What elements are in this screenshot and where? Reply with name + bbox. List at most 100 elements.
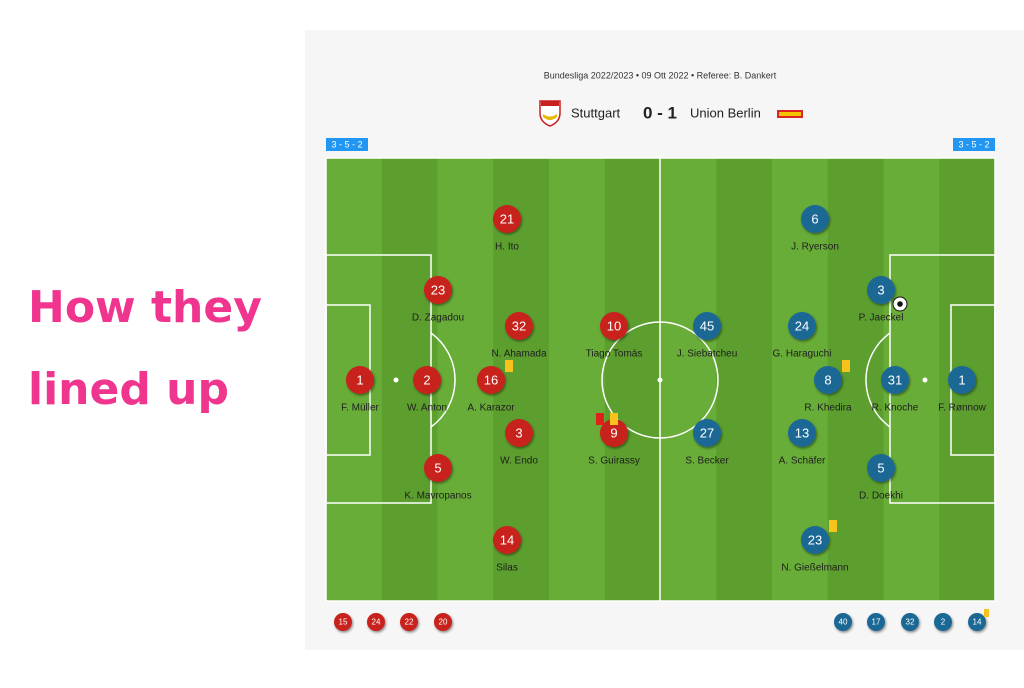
bench-marker	[968, 613, 986, 631]
player-marker	[493, 205, 521, 233]
player-marker	[788, 419, 816, 447]
player-name: H. Ito	[495, 242, 519, 253]
bench-number: 32	[906, 618, 915, 627]
player-name: F. Rønnow	[938, 403, 987, 414]
player-marker	[801, 205, 829, 233]
player-marker	[493, 526, 521, 554]
home-crest	[539, 100, 561, 127]
card	[829, 520, 837, 532]
player-number: 5	[434, 460, 441, 475]
away-formation: 3 - 5 - 2	[958, 139, 989, 149]
pitch-lines	[325, 157, 996, 602]
player-marker	[600, 312, 628, 340]
bench-number: 22	[405, 618, 414, 627]
player-number: 13	[795, 425, 809, 440]
player-number: 21	[500, 211, 514, 226]
player-marker	[424, 454, 452, 482]
pitch-stripe	[716, 158, 773, 601]
card	[610, 413, 618, 425]
bench-marker	[934, 613, 952, 631]
bench-number: 15	[339, 618, 348, 627]
player-marker	[881, 366, 909, 394]
player-number: 3	[515, 425, 522, 440]
pitch-stripe	[549, 158, 606, 601]
player-name: W. Anton	[407, 403, 447, 414]
player-marker	[693, 419, 721, 447]
bench-marker	[834, 613, 852, 631]
player-marker	[413, 366, 441, 394]
player-marker	[600, 419, 628, 447]
player-number: 1	[958, 372, 965, 387]
player-number: 23	[431, 282, 445, 297]
player-number: 16	[484, 372, 498, 387]
bench-marker	[367, 613, 385, 631]
player-number: 45	[700, 318, 714, 333]
card	[842, 360, 850, 372]
player-name: W. Endo	[500, 456, 538, 467]
goal-ball	[892, 296, 908, 312]
bench-marker	[867, 613, 885, 631]
player-marker	[814, 366, 842, 394]
bench-marker	[434, 613, 452, 631]
player-name: J. Ryerson	[791, 242, 839, 253]
player-name: S. Becker	[685, 456, 729, 467]
player-marker	[477, 366, 505, 394]
pitch-stripe	[660, 158, 717, 601]
player-name: S. Guirassy	[588, 456, 640, 467]
card	[596, 413, 604, 425]
player-name: Silas	[496, 563, 518, 574]
player-name: D. Zagadou	[412, 313, 464, 324]
player-name: D. Doekhi	[859, 491, 903, 502]
pitch-stripe	[604, 158, 661, 601]
player-marker	[801, 526, 829, 554]
player-name: K. Mavropanos	[404, 491, 471, 502]
away-crest	[777, 110, 803, 118]
player-name: N. Gießelmann	[781, 563, 848, 574]
player-number: 24	[795, 318, 809, 333]
bench-number: 24	[372, 618, 381, 627]
home-team: Stuttgart	[571, 105, 621, 120]
formation-badge	[326, 138, 368, 151]
player-name: G. Haraguchi	[773, 349, 832, 360]
player-marker	[346, 366, 374, 394]
bench-number: 2	[941, 618, 946, 627]
player-marker	[693, 312, 721, 340]
bench-number: 17	[872, 618, 881, 627]
player-name: N. Ahamada	[491, 349, 546, 360]
formation-badge	[953, 138, 995, 151]
player-name: R. Knoche	[872, 403, 919, 414]
player-marker	[788, 312, 816, 340]
player-number: 23	[808, 532, 822, 547]
home-formation: 3 - 5 - 2	[331, 139, 362, 149]
card	[984, 609, 989, 617]
player-number: 2	[423, 372, 430, 387]
player-number: 5	[877, 460, 884, 475]
player-name: P. Jaeckel	[859, 313, 904, 324]
bench-marker	[400, 613, 418, 631]
player-name: F. Müller	[341, 403, 379, 414]
player-number: 10	[607, 318, 621, 333]
player-marker	[867, 454, 895, 482]
player-marker	[424, 276, 452, 304]
bench-marker	[901, 613, 919, 631]
card	[505, 360, 513, 372]
player-number: 1	[356, 372, 363, 387]
bench-number: 14	[973, 618, 982, 627]
score: 0 - 1	[643, 103, 677, 122]
player-name: A. Schäfer	[779, 456, 826, 467]
bench-marker	[334, 613, 352, 631]
player-number: 8	[824, 372, 831, 387]
player-number: 27	[700, 425, 714, 440]
bench-number: 20	[439, 618, 448, 627]
heading-line: How they	[28, 282, 262, 333]
player-name: R. Khedira	[804, 403, 852, 414]
ball-patch	[897, 301, 903, 307]
player-marker	[505, 419, 533, 447]
player-name: J. Siebatcheu	[677, 349, 738, 360]
pitch	[326, 158, 996, 601]
heading-line: lined up	[28, 364, 229, 415]
bench-number: 40	[839, 618, 848, 627]
